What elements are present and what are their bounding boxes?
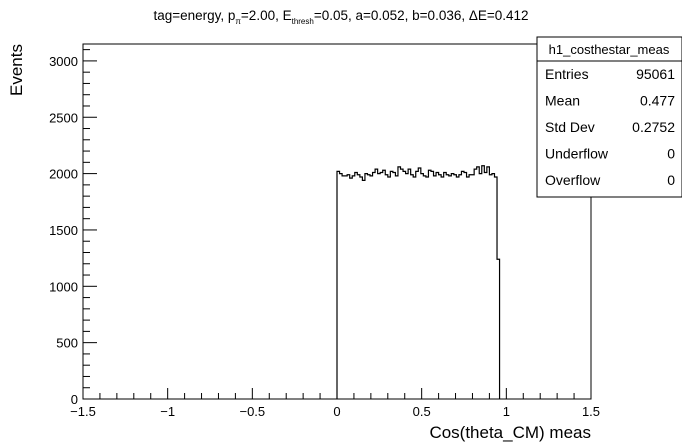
histogram-bin [340, 174, 343, 399]
histogram-bin [393, 172, 396, 399]
histogram-bin [375, 169, 378, 399]
histogram-bin [479, 174, 482, 399]
histogram-bin [436, 172, 439, 399]
histogram-outline [336, 165, 501, 399]
y-tick-label: 1000 [49, 279, 78, 294]
histogram-bin [446, 175, 449, 399]
histogram-bin [416, 171, 419, 399]
histogram-bin [487, 167, 490, 399]
histogram-bin [489, 175, 492, 399]
histogram-bin [398, 167, 401, 399]
stats-value: 0.2752 [632, 119, 675, 135]
histogram-bin [454, 175, 457, 399]
histogram-bin [357, 175, 360, 399]
x-tick-label: 0 [333, 404, 340, 419]
stats-box-frame [536, 36, 682, 198]
chart-title: tag=energy, pπ=2.00, Ethresh=0.05, a=0.0… [153, 8, 528, 26]
histogram-bin [408, 169, 411, 399]
stats-box-title: h1_costhestar_meas [549, 42, 670, 57]
stats-label: Overflow [545, 172, 601, 188]
histogram-bin [492, 174, 495, 399]
stats-label: Underflow [545, 146, 609, 162]
histogram-bin [434, 176, 437, 399]
stats-label: Mean [545, 93, 580, 109]
y-axis-label: Events [7, 44, 26, 96]
histogram-bins [337, 166, 500, 399]
histogram-bin [411, 175, 414, 399]
y-tick-label: 500 [56, 336, 78, 351]
histogram-bin [373, 172, 376, 399]
histogram-bin [421, 174, 424, 399]
histogram-bin [441, 177, 444, 399]
histogram-bin [474, 169, 477, 399]
histogram-bin [477, 167, 480, 399]
histogram-bin [426, 177, 429, 399]
histogram-bin [350, 178, 353, 399]
histogram-bin [342, 176, 345, 399]
stats-label: Entries [545, 66, 589, 82]
histogram-bin [388, 177, 391, 399]
histogram-bin [383, 170, 386, 399]
histogram-bin [482, 166, 485, 399]
histogram-bin [459, 175, 462, 399]
histogram-bin [467, 177, 470, 399]
histogram-bin [378, 174, 381, 399]
histogram-bin [423, 176, 426, 399]
histogram-bin [431, 171, 434, 399]
x-tick-label: −1.5 [70, 404, 96, 419]
histogram-bin [362, 180, 365, 399]
x-axis-label: Cos(theta_CM) meas [429, 423, 591, 442]
histogram-bin [355, 172, 358, 399]
y-tick-label: 3000 [49, 54, 78, 69]
histogram-bin [444, 172, 447, 399]
histogram-bin [352, 176, 355, 399]
x-axis: −1.5 −1 −0.5 0 0.5 1 1.5 [70, 388, 600, 419]
histogram-bin [439, 175, 442, 399]
histogram-bin [347, 175, 350, 399]
histogram-bin [367, 175, 370, 399]
x-tick-label: 1 [503, 404, 510, 419]
x-tick-label: −1 [160, 404, 175, 419]
x-tick-label: 0.5 [413, 404, 431, 419]
histogram-bin [456, 177, 459, 399]
stats-value: 0 [667, 146, 675, 162]
histogram-bin [484, 172, 487, 399]
histogram-bin [360, 177, 363, 399]
stats-box: h1_costhestar_meas Entries 95061 Mean 0.477… [536, 36, 682, 198]
histogram-bin [345, 176, 348, 399]
histogram-bin [418, 168, 421, 399]
histogram-bin [395, 176, 398, 399]
x-tick-label: −0.5 [239, 404, 265, 419]
y-tick-label: 0 [71, 392, 78, 407]
histogram-bin [413, 177, 416, 399]
x-tick-label: 1.5 [582, 404, 600, 419]
stats-value: 0.477 [640, 93, 675, 109]
histogram-bin [469, 175, 472, 399]
histogram-bin [461, 171, 464, 399]
stats-value: 95061 [636, 66, 675, 82]
histogram-bin [464, 172, 467, 399]
histogram-bin [390, 171, 393, 399]
histogram-bin [472, 175, 475, 399]
y-tick-label: 2500 [49, 110, 78, 125]
y-axis: 0 500 1000 1500 2000 2500 3000 [49, 49, 97, 407]
histogram-bin [365, 174, 368, 399]
stats-value: 0 [667, 172, 675, 188]
histogram-bin [403, 171, 406, 399]
histogram-bin [385, 175, 388, 399]
stats-label: Std Dev [545, 119, 595, 135]
histogram-bin [401, 169, 404, 399]
histogram-bin [380, 172, 383, 399]
y-tick-label: 2000 [49, 167, 78, 182]
histogram-bin [406, 174, 409, 399]
histogram-bin [428, 170, 431, 399]
histogram-bin [451, 174, 454, 399]
histogram-bin [370, 176, 373, 399]
y-tick-label: 1500 [49, 223, 78, 238]
histogram-bin [449, 176, 452, 399]
